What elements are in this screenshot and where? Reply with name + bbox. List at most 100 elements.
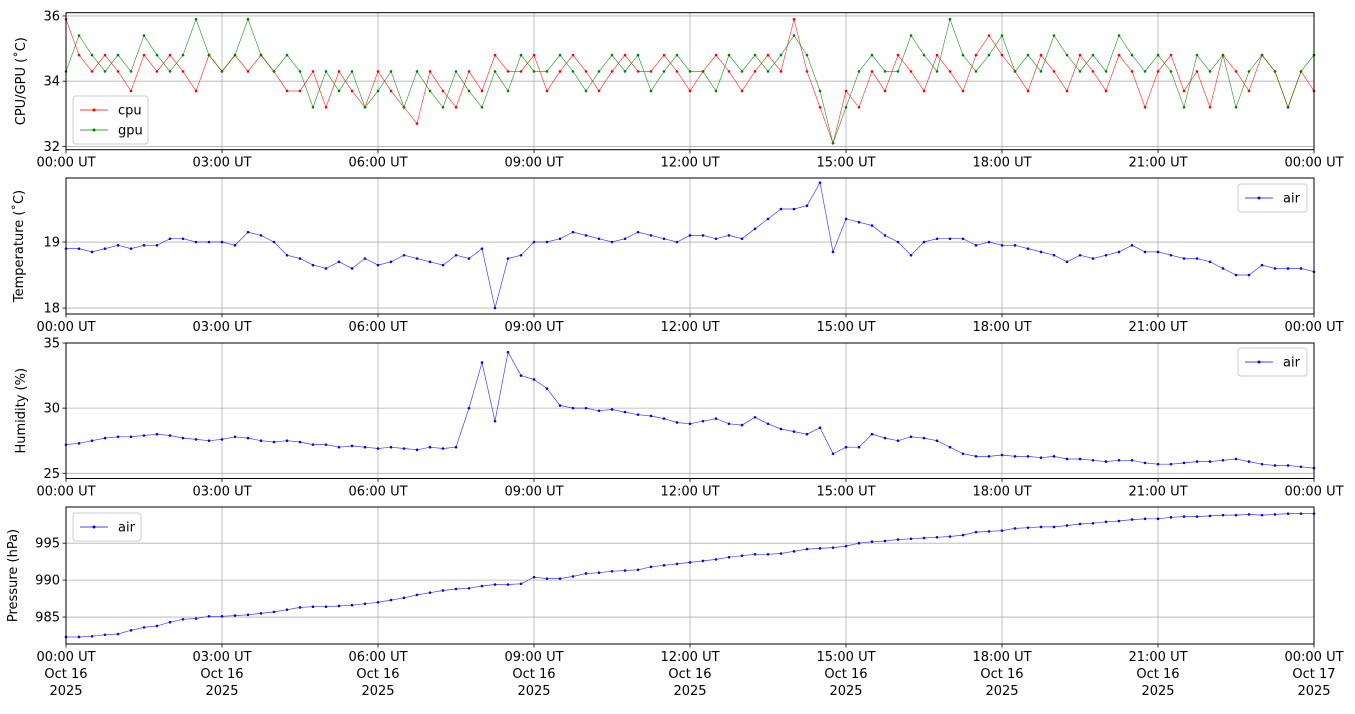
data-point-cpu <box>597 89 601 93</box>
data-point-air <box>1156 462 1160 466</box>
data-point-gpu <box>311 105 315 109</box>
data-point-gpu <box>870 53 874 57</box>
data-point-cpu <box>558 70 562 73</box>
data-point-air <box>363 445 367 449</box>
data-point-gpu <box>389 70 393 73</box>
data-point-air <box>909 435 913 439</box>
data-point-air <box>1039 456 1043 459</box>
data-point-air <box>675 240 679 244</box>
x-tick-label: 00:00 UT <box>1284 320 1343 335</box>
data-point-air <box>792 430 796 433</box>
data-point-cpu <box>1026 89 1030 93</box>
data-point-gpu <box>207 53 211 57</box>
data-point-air <box>350 444 354 448</box>
x-tick-date: Oct 16 <box>1136 667 1179 682</box>
data-point-air <box>805 204 809 208</box>
legend-marker-air <box>1257 360 1261 364</box>
x-tick-label: 00:00 UT <box>1284 650 1343 665</box>
data-point-air <box>1078 457 1082 461</box>
data-point-air <box>155 624 159 628</box>
data-point-cpu <box>779 70 783 73</box>
axes-frame <box>65 342 1315 479</box>
data-point-gpu <box>493 70 497 73</box>
data-point-air <box>311 263 315 267</box>
y-tick-label: 995 <box>35 537 60 552</box>
x-tick-date: Oct 16 <box>512 667 555 682</box>
x-tick-year: 2025 <box>361 684 394 699</box>
data-point-cpu <box>1039 53 1043 57</box>
data-point-cpu <box>545 89 549 93</box>
data-point-air <box>454 445 458 449</box>
data-point-air <box>1182 257 1186 260</box>
data-point-gpu <box>662 70 666 73</box>
data-point-air <box>792 207 796 211</box>
data-point-air <box>1234 273 1238 277</box>
data-point-cpu <box>948 70 952 73</box>
data-point-air <box>428 591 432 594</box>
data-point-cpu <box>922 89 926 93</box>
x-tick-label: 21:00 UT <box>1128 156 1187 171</box>
data-point-air <box>857 445 861 449</box>
data-point-air <box>493 583 497 586</box>
data-point-gpu <box>155 53 159 57</box>
data-point-air <box>935 237 939 241</box>
data-point-air <box>220 615 224 618</box>
data-point-gpu <box>233 53 237 57</box>
legend-marker-air <box>92 525 96 529</box>
data-point-cpu <box>350 89 354 93</box>
data-point-gpu <box>1182 105 1186 109</box>
y-axis-label: Pressure (hPa) <box>6 529 21 622</box>
data-point-air <box>298 440 302 444</box>
data-point-air <box>1247 460 1251 463</box>
data-point-air <box>506 583 510 586</box>
data-point-air <box>870 432 874 436</box>
data-point-air <box>1104 253 1108 257</box>
data-point-cpu <box>844 89 848 93</box>
data-point-gpu <box>168 70 172 73</box>
data-point-air <box>961 237 965 241</box>
axes-frame <box>65 177 1315 315</box>
data-point-cpu <box>1234 70 1238 73</box>
x-tick-label: 21:00 UT <box>1128 485 1187 500</box>
data-point-air <box>350 603 354 607</box>
data-point-gpu <box>298 70 302 73</box>
data-point-cpu <box>415 122 419 125</box>
data-point-cpu <box>1117 53 1121 57</box>
data-point-air <box>441 589 445 592</box>
data-point-gpu <box>402 105 406 109</box>
x-tick-year: 2025 <box>829 684 862 699</box>
data-point-air <box>246 436 250 440</box>
x-tick-date: Oct 16 <box>824 667 867 682</box>
data-point-air <box>415 593 419 597</box>
x-tick-label: 00:00 UT <box>36 156 95 171</box>
data-point-cpu <box>454 105 458 109</box>
data-point-air <box>246 230 250 234</box>
data-point-cpu <box>1143 105 1147 109</box>
data-point-air <box>987 240 991 244</box>
data-point-air <box>1013 455 1017 458</box>
data-point-air <box>194 240 198 244</box>
data-point-air <box>610 240 614 244</box>
legend: cpu gpu <box>72 95 149 145</box>
data-point-gpu <box>415 70 419 73</box>
data-point-air <box>389 260 393 264</box>
x-tick-date: Oct 16 <box>980 667 1023 682</box>
data-point-air <box>909 253 913 257</box>
data-point-air <box>168 620 172 624</box>
data-point-cpu <box>870 70 874 73</box>
series-air <box>64 350 1316 470</box>
data-point-air <box>714 237 718 241</box>
data-point-cpu <box>584 70 588 73</box>
x-tick-year: 2025 <box>49 684 82 699</box>
data-point-air <box>194 438 198 441</box>
data-point-cpu <box>740 89 744 93</box>
data-point-air <box>1091 257 1095 260</box>
data-point-air <box>363 602 367 606</box>
x-tick-label: 00:00 UT <box>1284 156 1343 171</box>
x-tick-label: 18:00 UT <box>972 485 1031 500</box>
data-point-air <box>714 417 718 420</box>
data-point-air <box>1130 518 1134 521</box>
data-point-air <box>1221 458 1225 462</box>
data-point-gpu <box>480 105 484 109</box>
